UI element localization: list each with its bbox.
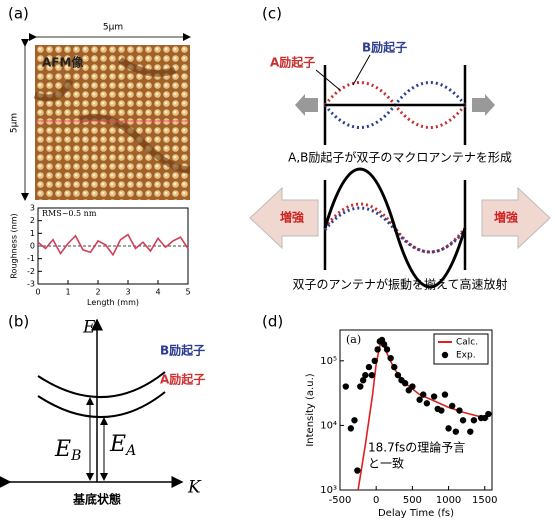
scale-y: 5µm [10, 113, 20, 133]
x-tick-label: 0 [35, 288, 40, 297]
a-exciton-label: A励起子 [160, 372, 205, 387]
data-point [471, 417, 477, 423]
b-exciton-label: B励起子 [362, 40, 407, 55]
x-axis-label: Length (mm) [87, 298, 139, 307]
enhance-label: 増強 [494, 210, 518, 225]
ea-label: EA [109, 432, 136, 459]
data-point [372, 358, 378, 364]
y-tick-label: 10⁵ [320, 356, 337, 367]
data-point [348, 425, 354, 431]
image-label: AFM像 [42, 55, 84, 70]
caption: 双子のアンテナが振動を揃えて高速放射 [293, 277, 508, 292]
legend-label: Exp. [456, 351, 476, 361]
data-point [424, 400, 430, 406]
ea-main: E [109, 432, 126, 457]
a-band [38, 392, 165, 417]
data-point [351, 417, 357, 423]
panel-label: (a) [8, 5, 29, 23]
ea-sub: A [124, 443, 136, 459]
data-point [384, 346, 390, 352]
data-point [442, 391, 448, 397]
y-tick-label: 1 [30, 229, 35, 238]
y-tick-label: 2 [30, 216, 35, 225]
eb-label: EB [54, 437, 81, 464]
eb-main: E [54, 437, 71, 462]
data-point [456, 407, 462, 413]
panel-label: (d) [262, 313, 283, 331]
data-line [38, 235, 188, 255]
figure: (a) 5µm 5µm AFM像 (b) E K B励起子 A励起子 EB EA… [0, 0, 555, 530]
y-tick-label: 10³ [320, 485, 337, 496]
panel-label: (c) [262, 5, 282, 23]
data-point [449, 403, 455, 409]
annotation: 18.7fsの理論予言 [368, 440, 465, 455]
pointer [316, 70, 340, 90]
data-point [409, 383, 415, 389]
k-axis-label: K [187, 478, 202, 498]
arrow [295, 94, 318, 116]
y-tick-label: -1 [27, 254, 35, 263]
b-exciton-label: B励起子 [160, 343, 205, 358]
data-point [453, 428, 459, 434]
data-point [366, 364, 372, 370]
a-exciton-label: A励起子 [270, 55, 315, 70]
sum-wave [325, 169, 465, 287]
x-tick-label: 4 [155, 288, 160, 297]
x-axis-label: Delay Time (fs) [378, 508, 454, 519]
legend-label: Calc. [456, 338, 478, 348]
data-point [387, 355, 393, 361]
arrow [472, 94, 495, 116]
y-tick-label: 3 [30, 204, 35, 213]
data-point [431, 393, 437, 399]
scale-x: 5µm [103, 23, 123, 33]
x-tick-label: 1000 [436, 495, 461, 506]
x-tick-label: 1500 [472, 495, 497, 506]
y-tick-label: -3 [27, 280, 35, 289]
enhance-label: 増強 [280, 210, 304, 225]
x-tick-label: 3 [125, 288, 130, 297]
caption: A,B励起子が双子のマクロアンテナを形成 [288, 150, 512, 165]
x-tick-label: 5 [185, 288, 190, 297]
data-point [438, 407, 444, 413]
data-point [402, 380, 408, 386]
data-point [374, 346, 380, 352]
data-point [467, 428, 473, 434]
x-tick-label: 1 [65, 288, 70, 297]
y-axis-label: Intensity (a.u.) [305, 373, 316, 446]
data-point [445, 425, 451, 431]
eb-sub: B [70, 448, 81, 464]
annotation: と一致 [368, 457, 404, 471]
data-point [343, 383, 349, 389]
legend-swatch [442, 352, 448, 358]
annotation: RMS~0.5 nm [42, 209, 97, 218]
b-band [38, 372, 165, 397]
data-point [420, 391, 426, 397]
data-point [354, 467, 360, 473]
e-axis-label: E [82, 318, 96, 338]
data-point [362, 372, 368, 378]
data-point [485, 411, 491, 417]
y-tick-label: -2 [27, 267, 35, 276]
data-point [460, 417, 466, 423]
panel-label: (b) [8, 313, 29, 331]
y-tick-label: 10⁴ [320, 420, 337, 431]
x-tick-label: 500 [403, 495, 422, 506]
data-point [369, 372, 375, 378]
y-tick-label: 0 [30, 242, 35, 251]
data-point [357, 383, 363, 389]
ground-label: 基底状態 [72, 492, 121, 507]
pointer [353, 55, 370, 85]
x-tick-label: 0 [373, 495, 379, 506]
chart-title: (a) [346, 333, 361, 346]
x-tick-label: 2 [95, 288, 100, 297]
x-tick-label: -500 [329, 495, 352, 506]
y-axis-label: Roughness (nm) [10, 213, 19, 278]
data-point [391, 364, 397, 370]
